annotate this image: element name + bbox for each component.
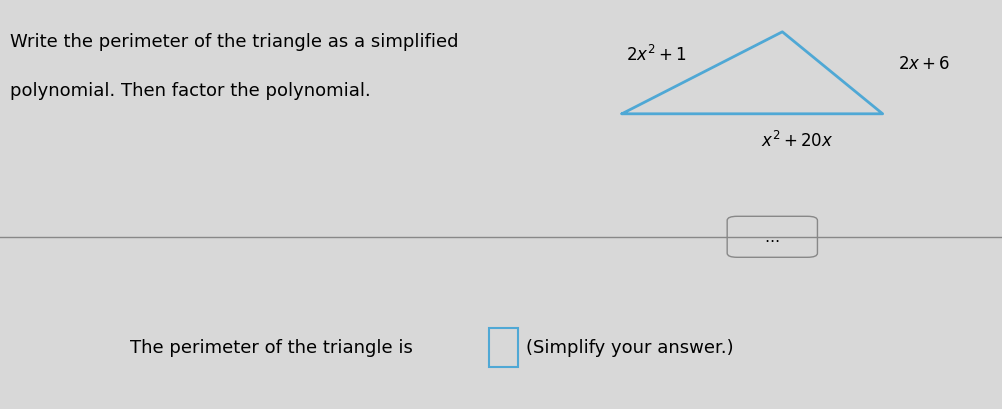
Text: …: … [764,230,780,245]
Text: $2x+6$: $2x+6$ [897,54,949,72]
Text: Write the perimeter of the triangle as a simplified: Write the perimeter of the triangle as a… [10,33,458,51]
Text: $x^2+20x$: $x^2+20x$ [761,131,833,151]
Text: The perimeter of the triangle is: The perimeter of the triangle is [130,339,413,357]
FancyBboxPatch shape [726,217,817,258]
FancyBboxPatch shape [489,328,517,367]
Text: $2x^2+1$: $2x^2+1$ [626,45,686,65]
Text: polynomial. Then factor the polynomial.: polynomial. Then factor the polynomial. [10,82,371,100]
Text: (Simplify your answer.): (Simplify your answer.) [525,339,732,357]
